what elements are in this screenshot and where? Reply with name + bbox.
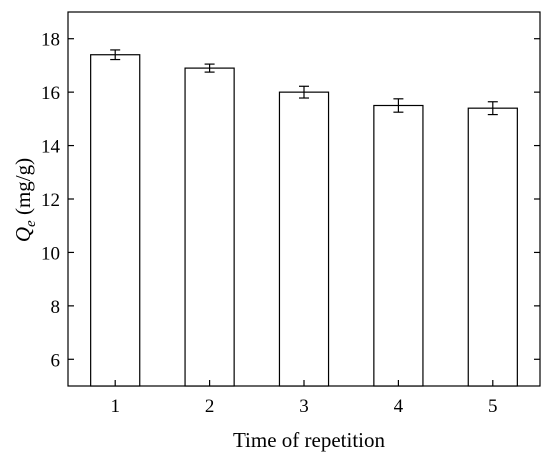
x-tick-label-5: 5 xyxy=(488,396,498,417)
error-bars-group xyxy=(110,49,498,116)
x-tick-label-1: 1 xyxy=(110,396,120,417)
y-tick-label: 6 xyxy=(51,350,61,371)
y-tick-label: 16 xyxy=(41,83,60,104)
y-tick-label: 10 xyxy=(41,243,60,264)
x-tick-label-3: 3 xyxy=(299,396,309,417)
y-tick-label: 12 xyxy=(41,190,60,211)
x-tick-label-4: 4 xyxy=(394,396,404,417)
y-tick-label: 8 xyxy=(51,297,61,318)
x-tick-label-2: 2 xyxy=(205,396,215,417)
x-axis-label: Time of repetition xyxy=(233,428,386,452)
bar-1 xyxy=(90,54,141,387)
y-tick-label: 18 xyxy=(41,30,60,51)
bar-5 xyxy=(467,107,518,387)
y-axis-label-unit: (mg/g) xyxy=(11,158,35,220)
y-axis-label: Qe (mg/g) xyxy=(11,158,39,242)
bars-group xyxy=(90,54,518,387)
bar-3 xyxy=(278,91,330,387)
y-tick-label: 14 xyxy=(41,137,61,158)
bar-2 xyxy=(184,67,235,387)
bar-4 xyxy=(373,104,424,387)
y-axis-label-main: Q xyxy=(11,227,35,242)
x-axis-ticks: 1 2 3 4 5 xyxy=(110,380,498,417)
y-axis-ticks: 6 8 10 12 14 16 18 xyxy=(41,30,540,371)
y-axis-label-sub: e xyxy=(23,220,39,227)
